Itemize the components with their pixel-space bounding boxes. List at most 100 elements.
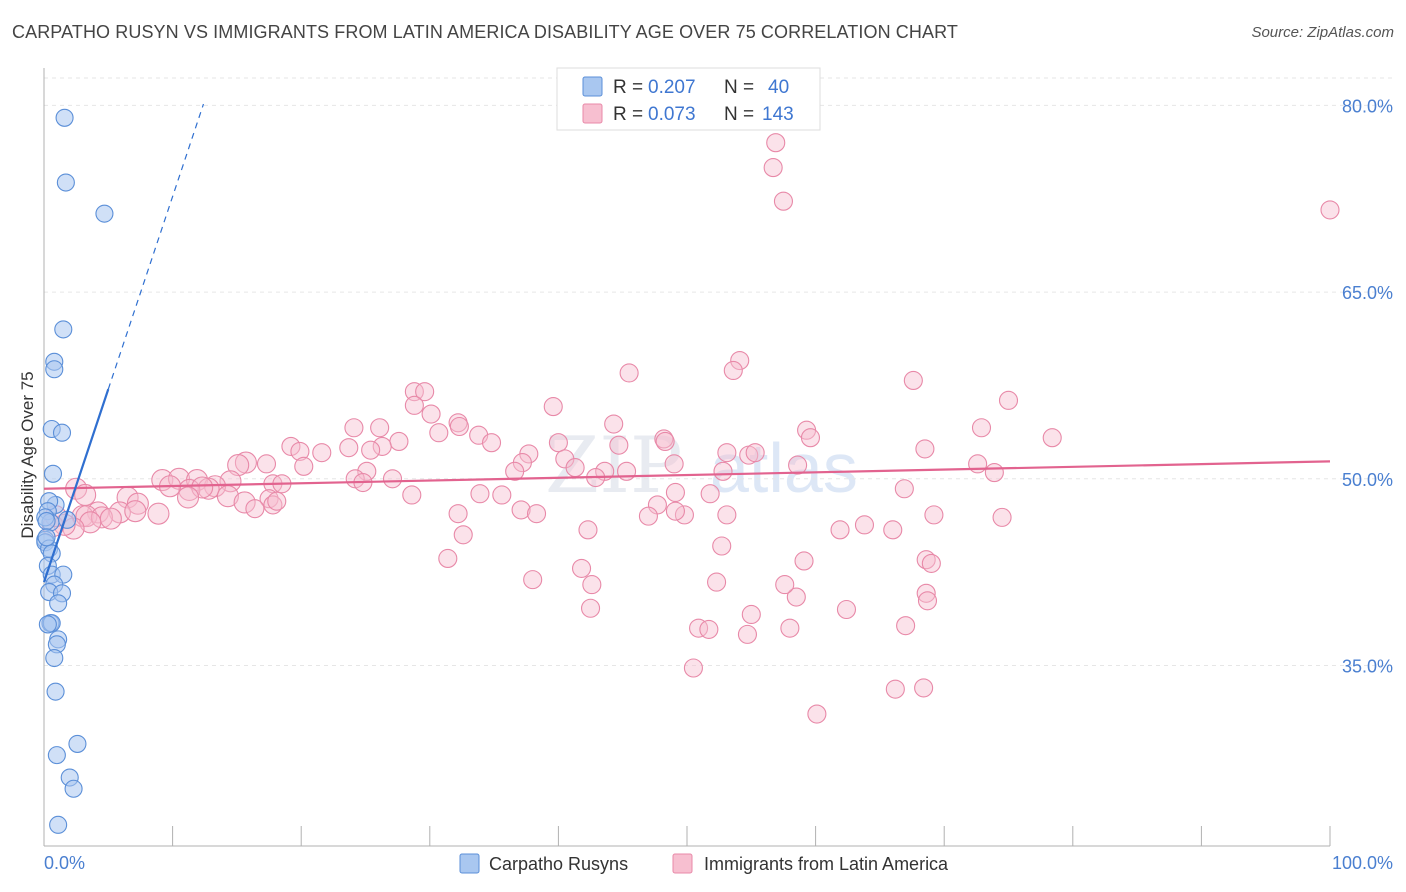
y-tick-label-3: 80.0%: [1342, 96, 1393, 116]
latam-point-138: [896, 616, 916, 636]
latam-point-9: [415, 382, 435, 402]
latam-point-23: [800, 428, 821, 448]
rusyn-point-32: [68, 734, 87, 753]
latam-point-25: [481, 433, 502, 453]
latam-point-58: [382, 469, 403, 489]
latam-point-88: [511, 500, 531, 520]
latam-point-134: [836, 599, 857, 620]
latam-point-81: [492, 485, 512, 505]
latam-point-11: [998, 390, 1019, 410]
latam-point-38: [717, 443, 737, 463]
latam-point-132: [741, 604, 761, 625]
latam-point-122: [571, 558, 592, 578]
latam-point-52: [565, 458, 585, 478]
latam-point-48: [294, 456, 314, 476]
latam-point-20: [971, 418, 992, 438]
latam-point-33: [339, 438, 359, 458]
legend-swatch-rusyn: [582, 76, 603, 97]
latam-point-135: [780, 618, 800, 638]
latam-point-17: [370, 418, 390, 438]
latam-point-32: [609, 435, 629, 455]
legend-r-label-1: R =: [613, 77, 643, 98]
latam-point-3: [1320, 200, 1340, 220]
legend-n-value-2: 143: [762, 104, 794, 125]
axes: [43, 68, 1331, 847]
bottom-legend-swatch-rusyn: [459, 853, 480, 874]
latam-point-18: [604, 414, 624, 434]
latam-point-141: [914, 678, 934, 698]
rusyn-point-8: [43, 464, 63, 483]
latam-point-111: [267, 491, 287, 511]
legend-box: R = 0.207 N = 40 R = 0.073 N = 143: [556, 67, 821, 131]
latam-point-82: [176, 486, 200, 509]
legend-n-label-1: N =: [724, 77, 754, 98]
latam-point-26: [389, 431, 409, 451]
y-axis-label: Disability Age Over 75: [18, 371, 37, 538]
legend-r-label-2: R =: [613, 104, 643, 125]
rusyn-point-27: [38, 615, 57, 634]
rusyn-point-5: [45, 360, 64, 379]
latam-point-113: [854, 515, 875, 535]
y-tick-label-2: 65.0%: [1342, 283, 1393, 303]
latam-point-103: [79, 511, 102, 534]
latam-point-114: [883, 520, 903, 540]
legend-swatch-latam: [582, 103, 603, 124]
rusyn-point-38: [37, 512, 56, 531]
chart-source: Source: ZipAtlas.com: [1251, 24, 1394, 41]
latam-point-102: [99, 507, 122, 530]
rusyn-point-0: [55, 108, 74, 127]
latam-point-94: [924, 505, 944, 525]
watermark-atlas: atlas: [710, 429, 858, 507]
latam-point-137: [737, 624, 757, 644]
legend-n-label-2: N =: [724, 104, 754, 125]
latam-point-31: [548, 433, 568, 453]
latam-point-124: [707, 572, 727, 592]
latam-point-68: [197, 477, 220, 500]
latam-point-116: [453, 525, 473, 545]
latam-point-125: [786, 587, 806, 607]
x-tick-label-max: 100.0%: [1332, 853, 1393, 873]
latam-point-91: [665, 501, 685, 521]
latam-point-130: [917, 591, 938, 611]
latam-point-95: [992, 507, 1012, 527]
latam-point-2: [773, 191, 794, 211]
latam-point-120: [794, 551, 814, 571]
x-tick-labels: 0.0% 100.0%: [44, 853, 1393, 873]
latam-point-128: [523, 570, 543, 590]
latam-point-115: [830, 520, 850, 540]
rusyn-trend-extension: [107, 103, 205, 390]
trend-lines: [42, 103, 1331, 583]
latam-point-54: [505, 461, 525, 481]
latam-point-112: [526, 504, 547, 524]
latam-point-121: [921, 553, 941, 573]
latam-point-78: [470, 484, 490, 504]
latam-point-0: [766, 133, 786, 153]
latam-point-50: [788, 455, 808, 475]
latam-point-98: [124, 500, 147, 523]
rusyn-point-31: [46, 682, 65, 701]
rusyn-point-3: [54, 320, 73, 339]
rusyn-points: [36, 108, 114, 834]
latam-point-40: [745, 443, 765, 463]
legend-n-value-1: 40: [768, 77, 789, 98]
latam-point-15: [449, 416, 469, 437]
latam-point-77: [402, 485, 422, 505]
latam-point-41: [915, 439, 935, 459]
legend-r-value-1: 0.207: [648, 77, 696, 98]
latam-point-55: [617, 461, 637, 481]
latam-point-51: [357, 461, 377, 481]
latam-point-8: [404, 382, 424, 402]
latam-point-139: [683, 658, 703, 678]
latam-point-27: [372, 436, 392, 456]
y-tick-label-0: 35.0%: [1342, 657, 1393, 677]
latam-point-44: [234, 451, 257, 474]
latam-point-35: [290, 441, 310, 461]
latam-point-57: [984, 463, 1004, 483]
latam-point-131: [580, 598, 601, 618]
y-tick-label-1: 50.0%: [1342, 470, 1393, 490]
rusyn-point-39: [37, 528, 56, 547]
latam-point-140: [885, 679, 905, 699]
latam-point-21: [429, 423, 449, 443]
legend-r-value-2: 0.073: [648, 104, 696, 125]
